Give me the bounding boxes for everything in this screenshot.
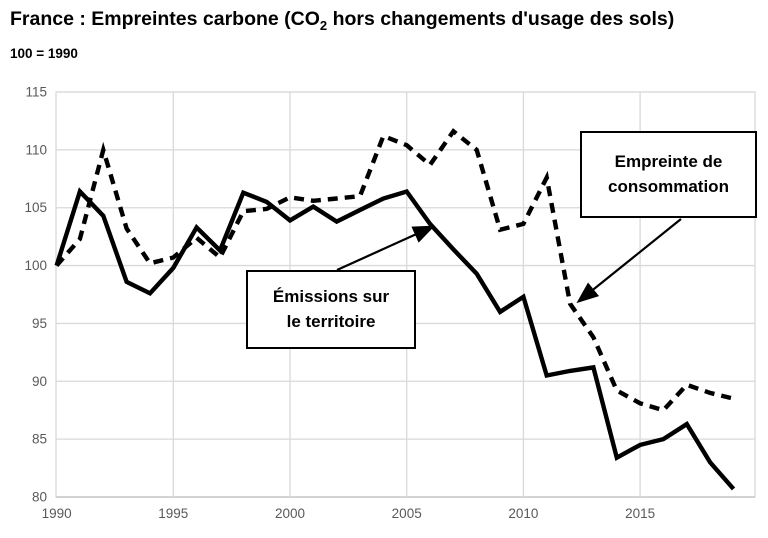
x-axis-tick-label: 2005 [392, 506, 422, 521]
annotation-text-line2: le territoire [286, 311, 376, 331]
y-axis-tick-label: 115 [25, 85, 47, 100]
x-axis-tick-label: 2000 [275, 506, 305, 521]
y-axis-tick-label: 85 [32, 432, 47, 447]
axis-tick-labels: 80 85 90 95 100 105 110 115 1990 1995 2000 2005 2010… [24, 85, 655, 522]
chart-subtitle-base-index: 100 = 1990 [10, 46, 78, 61]
y-axis-tick-label: 95 [32, 316, 47, 331]
annotation-arrows [336, 218, 682, 304]
y-axis-tick-label: 90 [32, 374, 47, 389]
annotation-text-line2: consommation [608, 176, 729, 196]
annotation-arrow-consommation [576, 218, 682, 304]
chart-title-text-end: hors changements d'usage des sols) [327, 8, 675, 30]
annotation-label-territoire: Émissions sur le territoire [246, 270, 416, 349]
series-line-empreinte-consommation [54, 128, 735, 413]
x-axis-tick-label: 1990 [42, 506, 72, 521]
x-axis-tick-label: 2010 [508, 506, 538, 521]
y-axis-tick-label: 105 [24, 200, 47, 215]
data-series [54, 128, 736, 491]
y-axis-tick-label: 110 [25, 142, 47, 157]
series-line-emissions-territoire [54, 187, 736, 491]
annotation-text-line1: Émissions sur [272, 286, 390, 306]
annotation-label-consommation: Empreinte de consommation [580, 131, 757, 218]
x-axis-tick-label: 1995 [158, 506, 188, 521]
x-axis-tick-label: 2015 [625, 506, 655, 521]
annotation-arrow-territoire [336, 225, 436, 272]
y-axis-tick-label: 80 [32, 490, 47, 505]
chart-title-text: France : Empreintes carbone (CO [10, 8, 320, 30]
chart-title-subscript: 2 [319, 17, 328, 33]
annotation-text-line1: Empreinte de [614, 151, 723, 171]
chart-title: France : Empreintes carbone (CO2 hors ch… [10, 8, 674, 33]
y-axis-tick-label: 100 [24, 258, 47, 273]
